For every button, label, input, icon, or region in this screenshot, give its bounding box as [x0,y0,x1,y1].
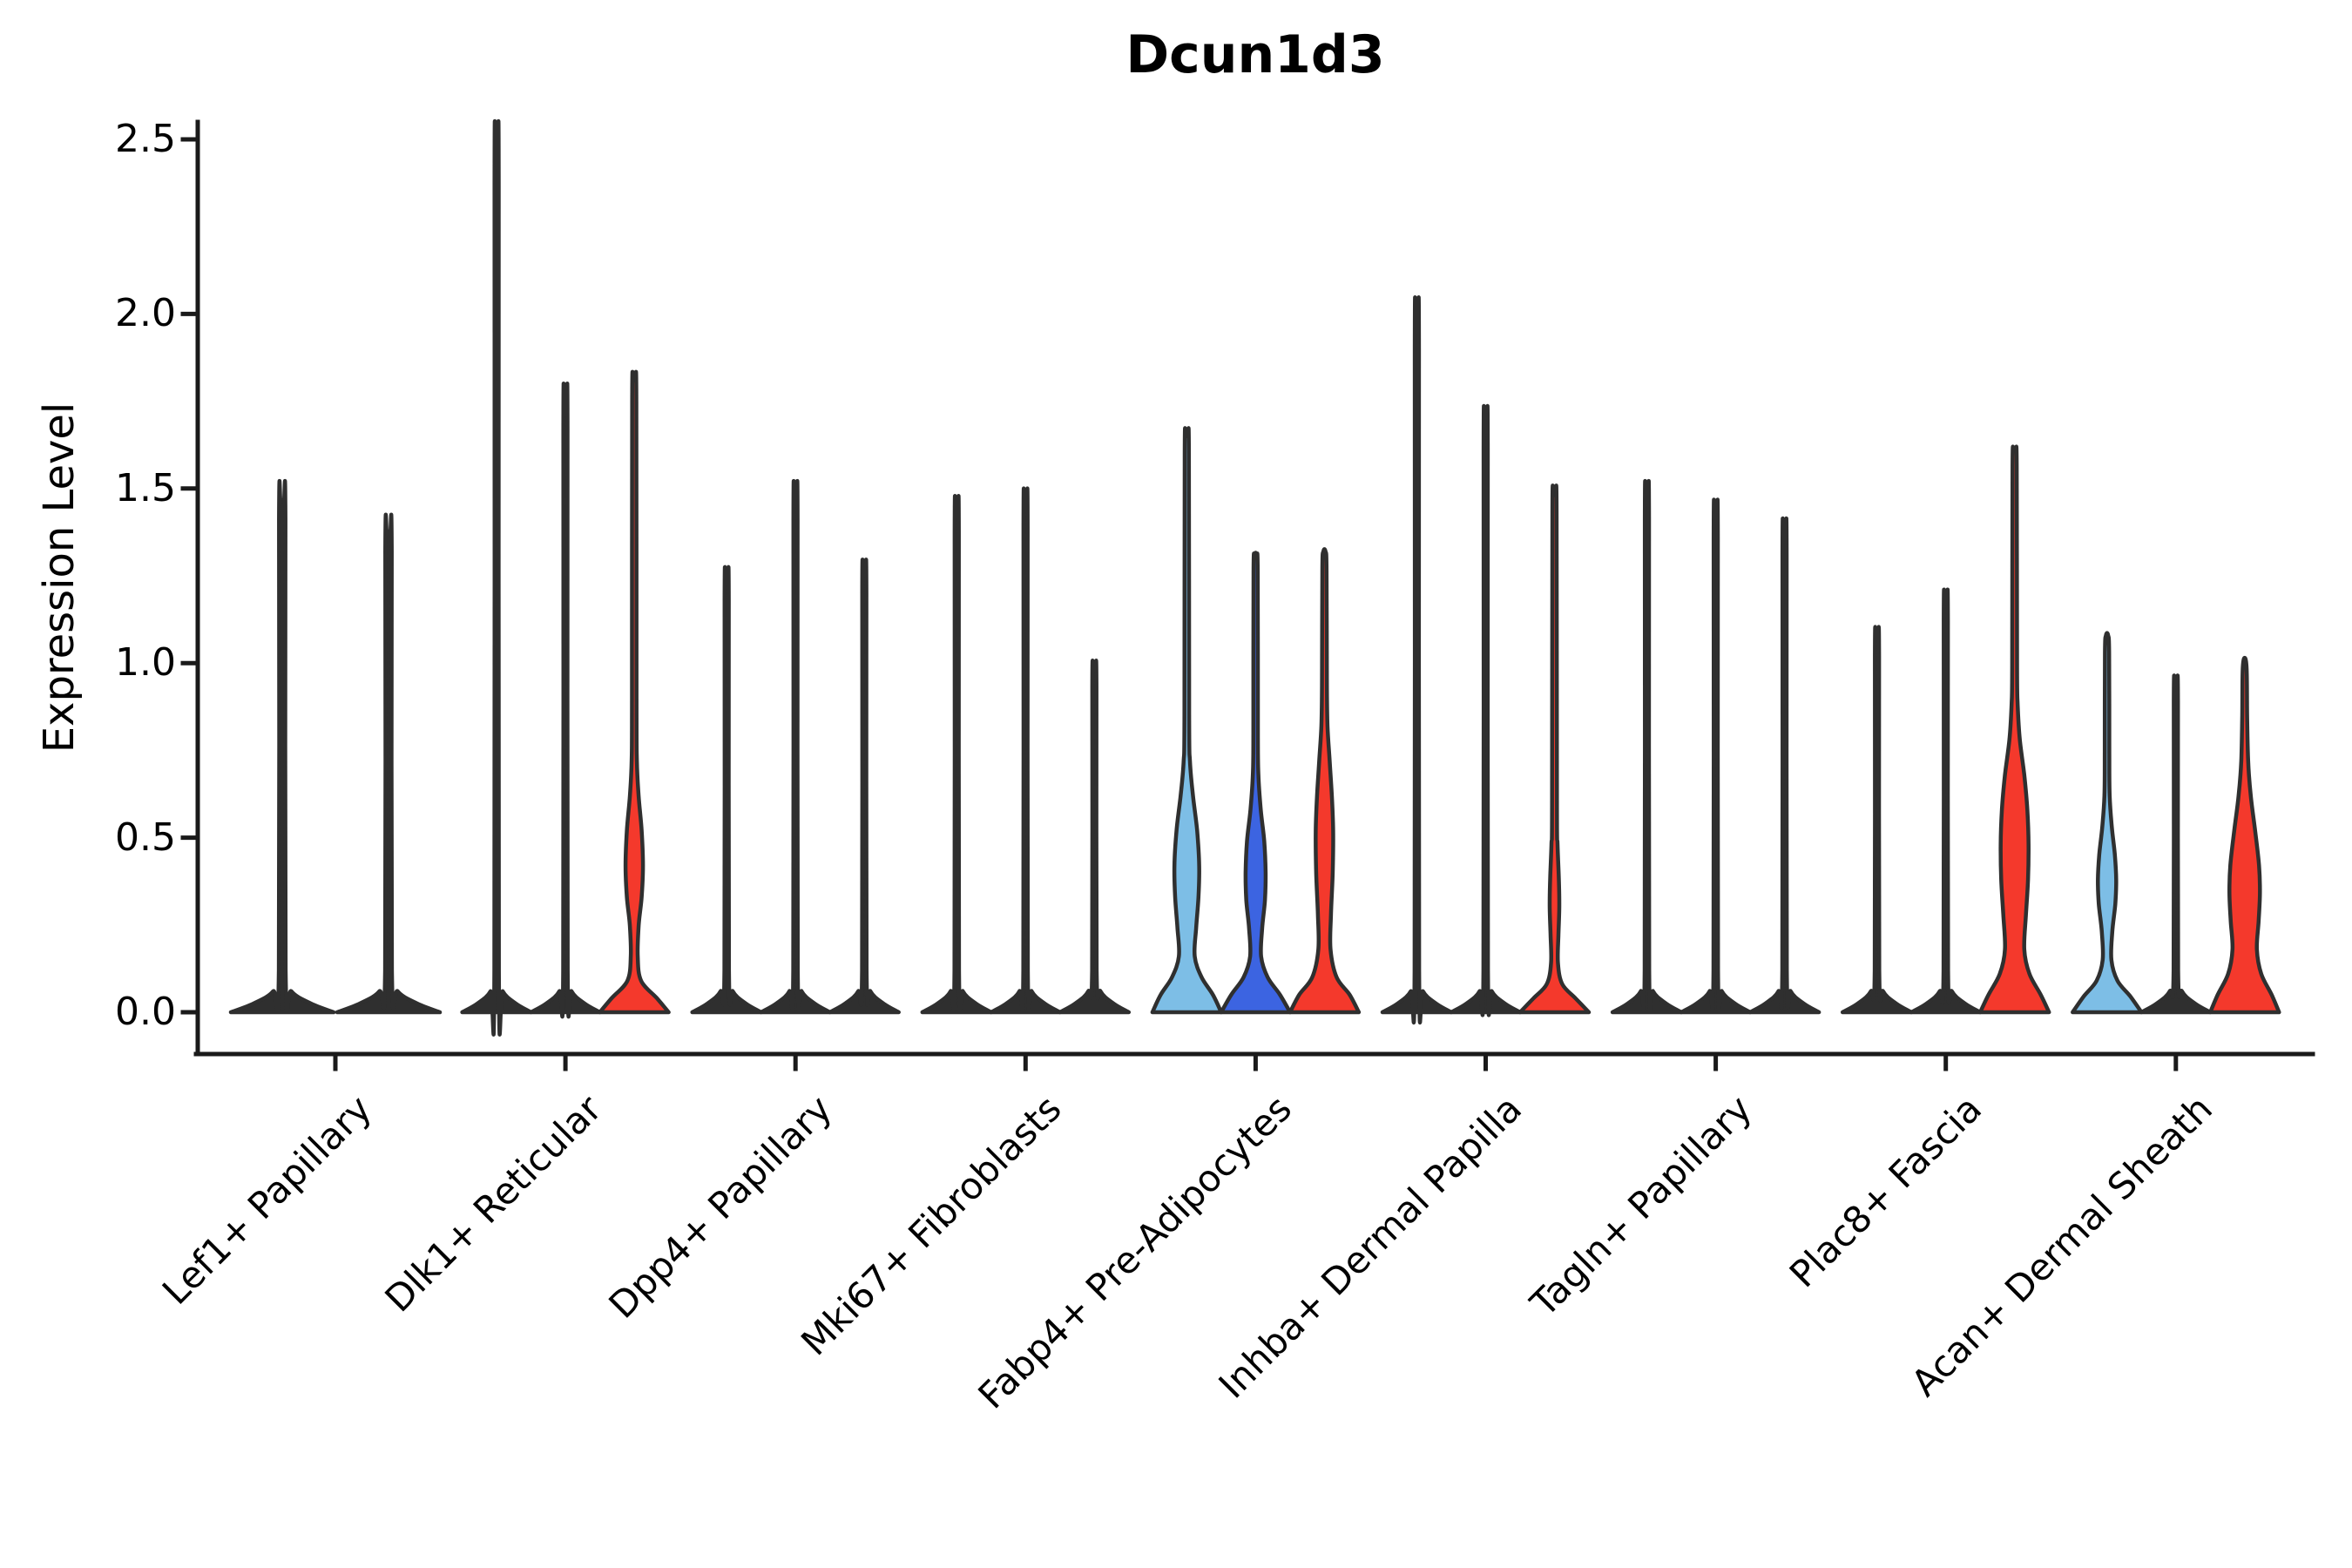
violin [2208,655,2281,1015]
violin [1380,295,1454,1025]
y-tick-label: 1.0 [115,640,176,686]
violin [1909,587,1983,1015]
violin [690,564,763,1015]
violin [1977,444,2051,1015]
violin [335,512,443,1015]
y-tick-label: 1.5 [115,465,176,510]
violin [1449,403,1523,1017]
violin [529,382,602,1019]
violin [1840,625,1914,1015]
violin [1679,497,1753,1015]
violin [1150,426,1224,1015]
violin [1517,483,1592,1015]
violin [920,494,994,1015]
y-tick-label: 0.5 [115,814,176,860]
violin [460,119,533,1037]
violin [759,478,832,1015]
y-tick-label: 2.0 [115,291,176,336]
violin [598,369,671,1015]
violin [228,478,336,1015]
chart-title: Dcun1d3 [1125,24,1385,85]
violin [828,558,901,1015]
y-tick-label: 0.0 [115,990,176,1034]
violin [1610,478,1684,1015]
violin [1058,659,1132,1015]
violin [2139,673,2213,1015]
violin [1747,516,1821,1015]
violin [989,486,1063,1015]
violin [2071,631,2144,1015]
y-tick-label: 2.5 [115,117,176,161]
violin [1219,551,1293,1015]
y-axis-label: Expression Level [35,402,84,754]
violin [1288,547,1362,1015]
